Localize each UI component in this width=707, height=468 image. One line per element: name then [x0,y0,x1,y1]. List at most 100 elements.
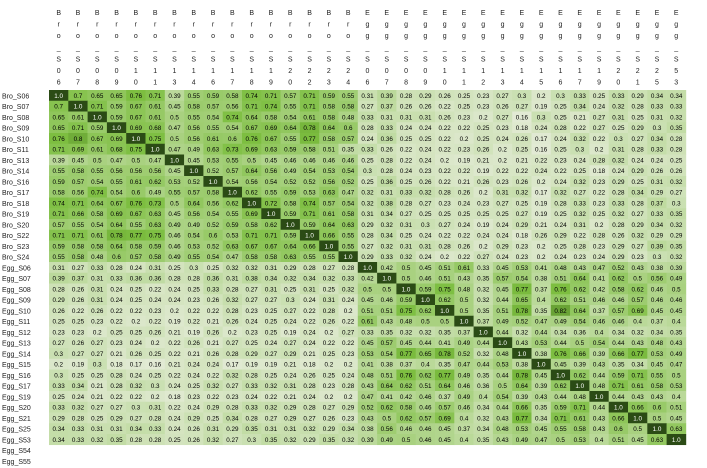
cell-value-label: 0.27 [361,243,374,250]
heatmap-cell [68,111,88,123]
heatmap-cell [68,380,88,392]
cell-value-label: 0.28 [246,372,259,379]
heatmap-cell [473,294,494,306]
row-label: Bro_S20 [2,222,29,229]
cell-value-label: 0.22 [439,136,452,143]
cell-value-label: 0.24 [458,222,471,229]
heatmap-cell [492,305,513,317]
heatmap-cell [415,240,436,252]
column-label-char: 1 [230,68,234,75]
cell-value-label: 0.24 [593,104,606,111]
column-label-char: r [231,22,234,29]
column-label-char: E [404,10,409,17]
cell-value-label: 0.39 [53,157,66,164]
heatmap-cell [396,337,416,349]
heatmap-cell [184,208,204,220]
heatmap-cell [492,154,513,166]
heatmap-cell [49,412,69,424]
cell-value-label: 0.29 [207,405,220,412]
cell-value-label: 0.25 [265,319,278,326]
heatmap-cell [319,111,339,123]
cell-value-label: 0.31 [323,297,336,304]
column-label-char: o [153,33,157,40]
cell-value-label: 0.61 [207,136,220,143]
column-label-char: _ [422,45,427,52]
heatmap-cell [377,229,397,241]
heatmap-cell [628,186,648,198]
column-label: Bro_S10 [133,10,139,87]
heatmap-cell [184,186,204,198]
cell-value-label: 0.69 [632,308,645,315]
heatmap-cell [145,133,166,145]
heatmap-cell [145,208,166,220]
heatmap-cell [299,391,320,403]
heatmap-cell [531,315,552,327]
heatmap-cell [647,326,667,338]
cell-value-label: 0.52 [458,351,471,358]
row-label: Egg_S07 [2,276,31,283]
cell-value-label: 0.32 [670,114,683,121]
row-label: Bro_S16 [2,179,29,186]
cell-value-label: 0.22 [516,168,529,175]
cell-value-label: 0.25 [323,351,336,358]
column-label-char: E [558,10,563,17]
heatmap-cell [261,229,281,241]
cell-value-label: 0.27 [496,200,509,207]
heatmap-cell [203,391,223,403]
heatmap-cell [126,326,146,338]
heatmap-cell [589,412,609,424]
cell-value-label: 0.34 [651,222,664,229]
cell-value-label: 0.66 [574,351,587,358]
heatmap-cell [435,369,455,381]
cell-value-label: 0.34 [342,426,355,433]
row-label: Egg_S20 [2,405,31,412]
heatmap-cell [550,176,571,188]
cell-value-label: 0.71 [265,233,278,240]
column-label-char: r [212,22,215,29]
cell-value-label: 0.21 [91,394,104,401]
heatmap-cell [647,90,667,102]
heatmap-cell [184,358,204,370]
heatmap-cell [126,111,146,123]
cell-value-label: 0.24 [554,222,567,229]
cell-value-label: 0.22 [439,147,452,154]
heatmap-cell [512,262,532,274]
cell-value-label: 0.54 [207,211,220,218]
cell-value-label: 0.45 [496,286,509,293]
column-label-char: g [558,33,562,40]
cell-value-label: 0.3 [653,254,662,261]
heatmap-cell [242,197,262,209]
cell-value-label: 0.29 [110,415,123,422]
column-label-char: B [134,10,139,17]
cell-value-label: 0.19 [246,362,259,369]
heatmap-cell [184,315,204,327]
cell-value-label: 0.25 [188,286,201,293]
column-label-char: _ [519,45,524,52]
heatmap-cell [396,305,416,317]
heatmap-cell [512,315,532,327]
cell-value-label: 1.0 [189,168,198,175]
heatmap-cell [68,305,88,317]
heatmap-cell [473,337,494,349]
cell-value-label: 0.32 [632,233,645,240]
heatmap-cell [126,176,146,188]
heatmap-cell [357,176,378,188]
cell-value-label: 0.24 [168,415,181,422]
cell-value-label: 0.26 [149,329,162,336]
heatmap-cell [106,133,127,145]
heatmap-cell [666,358,687,370]
heatmap-cell [87,111,108,123]
heatmap-cell [203,186,223,198]
column-label-char: g [462,22,466,29]
cell-value-label: 0.38 [381,200,394,207]
column-label-char: S [172,56,177,63]
cell-value-label: 0.62 [419,372,432,379]
heatmap-cell [299,272,320,284]
column-label-char: g [365,33,369,40]
heatmap-cell [87,143,108,155]
cell-value-label: 0.24 [168,383,181,390]
column-label-char: o [57,33,61,40]
heatmap-cell [280,380,301,392]
column-label-char: E [423,10,428,17]
cell-value-label: 0.25 [53,394,66,401]
